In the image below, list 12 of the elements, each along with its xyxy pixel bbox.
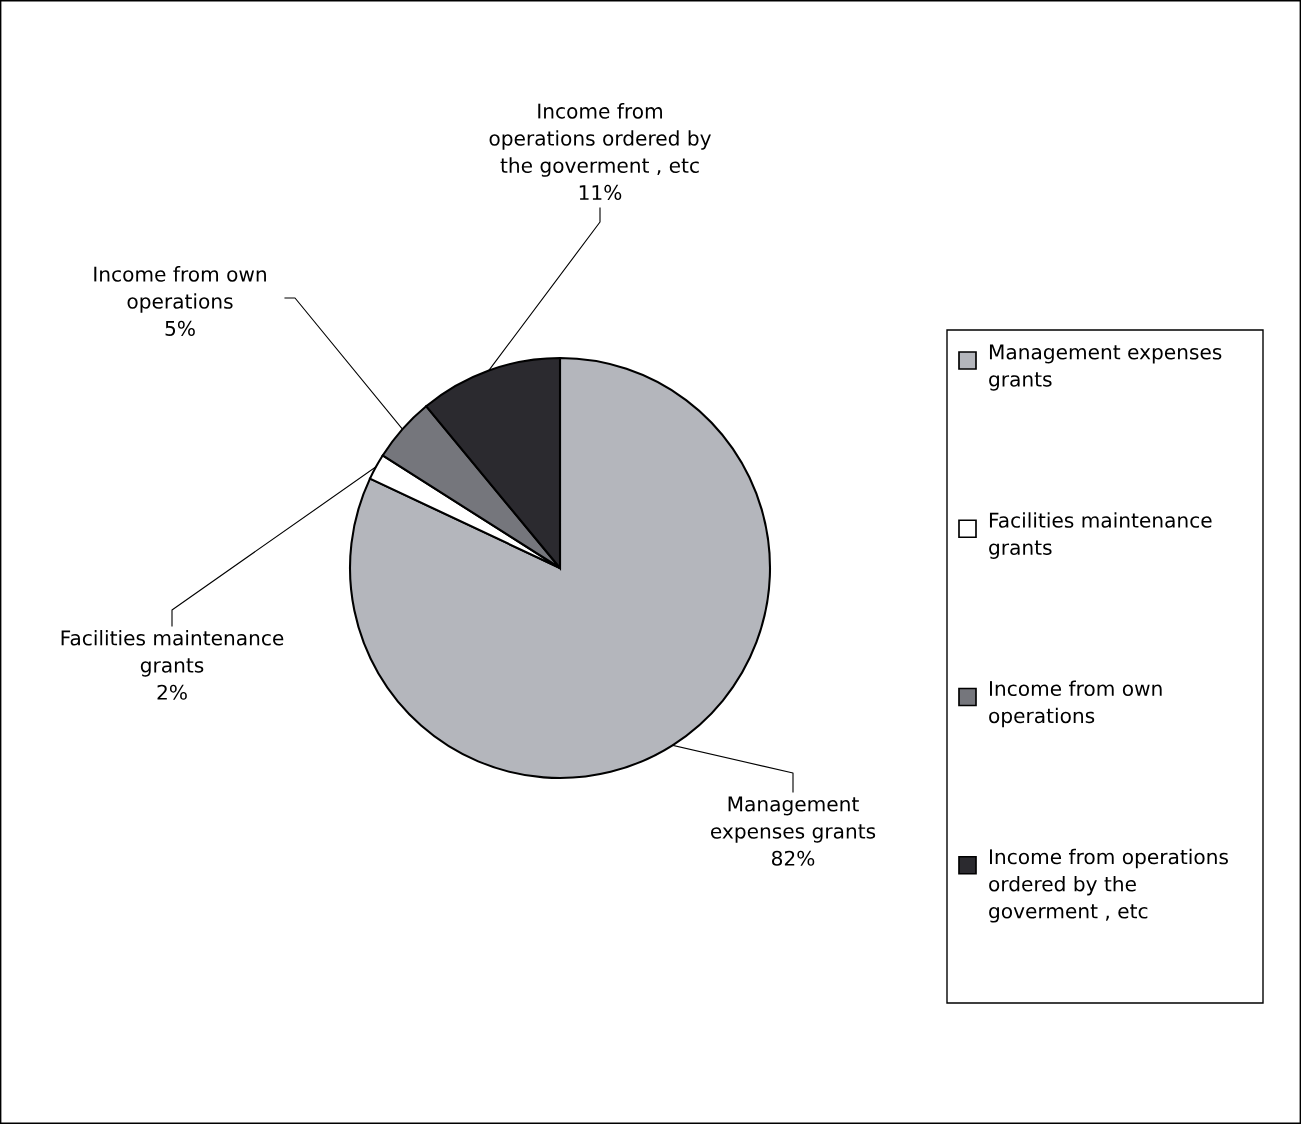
slice-label: Management expenses grants [711, 796, 876, 843]
data-label: 5% [165, 320, 195, 336]
legend-label: Management expenses grants [989, 344, 1222, 391]
data-label: 2% [157, 684, 187, 700]
slice-label: Income from operations ordered by the goverment , etc [489, 103, 711, 177]
slice-label: Facilities maintenance grants [61, 630, 284, 677]
data-label: 82% [771, 850, 815, 866]
data-label: 11% [579, 184, 622, 201]
slice-label: Income from own operations [94, 266, 266, 313]
legend-label: Facilities maintenance grants [989, 512, 1212, 559]
legend-label: Income from operations ordered by the goverment , etc [989, 848, 1228, 923]
legend-label: Income from own operations [989, 680, 1162, 728]
